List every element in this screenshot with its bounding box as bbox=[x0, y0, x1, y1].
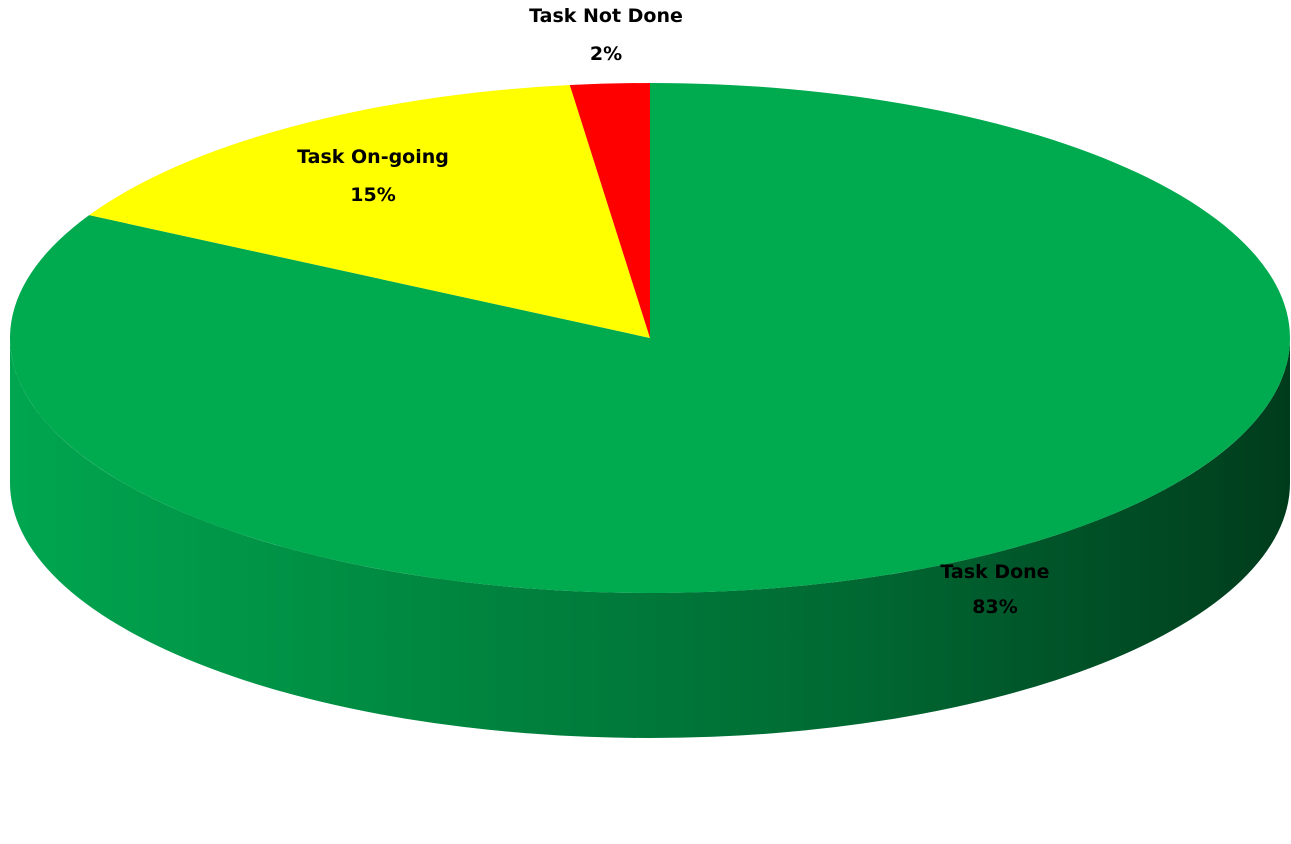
data-label-task-on-going-name: Task On-going bbox=[297, 146, 449, 168]
data-label-task-not-done-percent: 2% bbox=[590, 43, 622, 65]
data-label-task-done-percent: 83% bbox=[972, 596, 1017, 618]
pie-top-slices bbox=[10, 83, 1290, 593]
data-label-task-on-going-percent: 15% bbox=[350, 184, 395, 206]
data-label-task-not-done-name: Task Not Done bbox=[529, 5, 683, 27]
data-label-task-done-name: Task Done bbox=[940, 561, 1049, 583]
